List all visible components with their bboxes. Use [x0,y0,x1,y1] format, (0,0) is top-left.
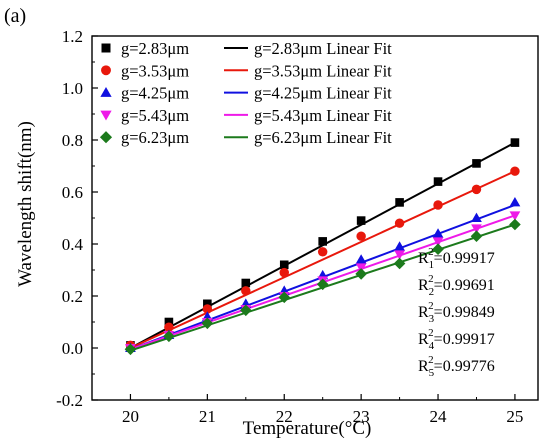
data-point [355,263,367,273]
data-point [472,159,481,168]
fit-line [130,170,516,349]
legend-fit-label: g=4.25μm Linear Fit [254,84,392,103]
y-tick-label: 1.2 [62,27,83,46]
legend-marker [100,110,112,121]
legend-fit-label: g=5.43μm Linear Fit [254,106,392,125]
x-tick-label: 20 [122,407,139,426]
data-point [279,260,289,270]
data-point [432,228,444,238]
data-point [356,216,366,225]
legend-marker [99,131,113,144]
data-point [164,322,174,332]
data-point [355,254,367,264]
data-point [318,237,327,246]
r-squared-annotation: R52=0.99776 [418,354,495,379]
data-point [394,218,405,228]
data-point [356,231,366,241]
data-point [470,230,483,243]
data-point [471,224,482,234]
data-point [316,278,329,291]
y-tick-label: 0.8 [62,131,83,150]
r-squared-annotation: R32=0.99849 [418,300,495,325]
data-point [471,184,482,195]
data-point [163,330,175,343]
x-tick-label: 25 [506,407,523,426]
y-tick-label: -0.2 [56,391,83,410]
data-point [393,257,406,270]
data-point [279,267,289,278]
legend-label: g=6.23μm [121,128,189,147]
data-point [432,243,444,256]
data-point [164,317,174,327]
data-point [317,247,328,257]
y-tick-label: 0.2 [62,287,83,306]
panel-label: (a) [4,5,26,27]
data-point [394,250,405,260]
y-tick-label: 0.6 [62,183,83,202]
data-point [433,200,443,210]
r-squared-annotation: R42=0.99917 [418,327,495,352]
data-point [433,177,443,186]
data-point [432,237,444,247]
plot-area: -0.2 0.0 0.2 0.4 0.6 0.8 1.0 1.2 20 21 22 23 24 25 Tem… [15,27,539,438]
legend-label: g=4.25μm [121,84,189,103]
legend-label: g=3.53μm [121,61,189,80]
data-point [203,299,212,309]
x-tick-label: 23 [353,407,370,426]
data-point [509,197,521,207]
legend-fit-label: g=6.23μm Linear Fit [254,128,392,147]
x-tick-label: 24 [430,407,448,426]
legend-label: g=5.43μm [121,106,189,125]
data-point [355,268,367,280]
data-point [394,241,405,251]
legend-fit-label: g=2.83μm Linear Fit [254,39,392,58]
legend-marker [100,86,112,97]
legend-marker [101,43,111,53]
data-point [124,343,137,356]
x-tick-label: 21 [199,407,216,426]
data-point [510,138,520,147]
data-point [241,286,251,296]
data-point [509,218,521,231]
r-squared-annotation: R12=0.99917 [418,246,495,271]
legend-marker [101,65,111,76]
data-point [471,212,482,223]
data-point [395,198,404,207]
y-tick-label: 0.0 [62,339,83,358]
r-squared-annotation: R22=0.99691 [418,273,495,298]
y-tick-label: 1.0 [62,79,83,98]
y-axis-title: Wavelength shift(nm) [15,121,36,287]
legend-fit-label: g=3.53μm Linear Fit [254,61,392,80]
data-point [278,291,291,304]
legend-label: g=2.83μm [121,39,189,58]
data-point [241,278,251,288]
x-axis-title: Temperature(°C) [243,418,372,438]
y-tick-label: 0.4 [62,235,84,254]
data-point [202,304,213,314]
x-tick-label: 22 [276,407,293,426]
data-point [510,166,520,176]
data-point [509,211,521,221]
data-point [201,317,214,330]
data-point [239,304,252,317]
